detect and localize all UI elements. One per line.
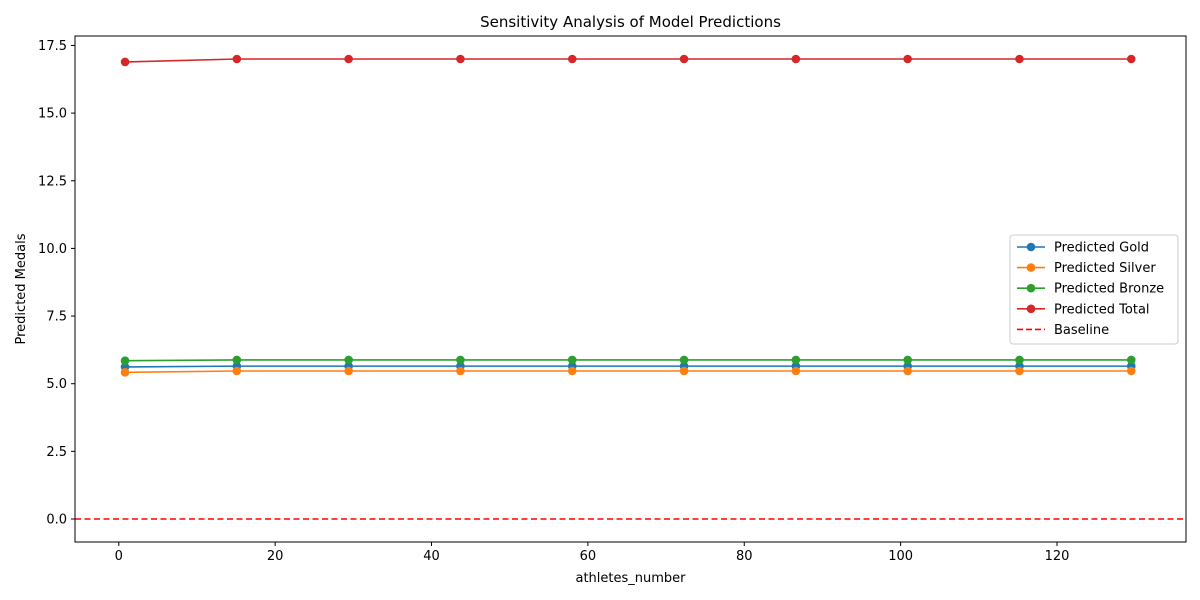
data-point	[344, 54, 353, 64]
data-point	[567, 366, 577, 376]
legend-marker	[1026, 304, 1036, 314]
x-tick-label: 20	[267, 549, 284, 564]
data-point	[903, 355, 912, 365]
series-line-predicted-silver	[125, 370, 1132, 374]
legend-label: Predicted Gold	[1054, 241, 1149, 256]
y-tick-label: 5.0	[46, 377, 67, 392]
data-point	[903, 366, 912, 376]
legend-label: Predicted Silver	[1054, 261, 1156, 276]
legend: Predicted Gold Predicted Silver Predicted …	[1009, 234, 1179, 345]
x-tick-label: 80	[736, 549, 753, 564]
y-tick-label: 10.0	[38, 242, 67, 257]
data-point	[1126, 366, 1136, 376]
data-point	[344, 366, 353, 376]
x-tick-label: 120	[1045, 549, 1070, 564]
data-point	[344, 355, 353, 365]
plot-frame	[74, 35, 1187, 543]
x-tick-label: 40	[423, 549, 440, 564]
y-tick-label: 12.5	[38, 174, 67, 189]
data-point	[1015, 366, 1024, 376]
x-axis-label: athletes_number	[575, 571, 686, 586]
data-point	[120, 368, 130, 377]
legend-label: Predicted Total	[1054, 302, 1150, 317]
y-axis: 0.0 2.5 5.0 7.5 10.0 12.5 15.0 17.5	[38, 39, 75, 528]
data-point	[791, 366, 801, 376]
data-point	[1015, 54, 1024, 64]
plot-area	[75, 54, 1186, 520]
legend-box	[1009, 234, 1179, 345]
legend-label: Predicted Bronze	[1054, 282, 1164, 297]
legend-marker	[1026, 242, 1036, 252]
y-tick-label: 2.5	[46, 445, 67, 460]
data-point	[1015, 355, 1024, 365]
data-point	[791, 54, 801, 64]
x-tick-label: 0	[115, 549, 123, 564]
series-line-predicted-gold	[125, 365, 1132, 368]
data-point	[1126, 54, 1136, 64]
legend-marker	[1026, 283, 1036, 293]
x-tick-label: 60	[580, 549, 597, 564]
x-axis: 0 20 40 60 80 100 120	[115, 542, 1070, 564]
legend-label: Baseline	[1054, 323, 1109, 338]
legend-marker	[1026, 263, 1036, 272]
series-line-predicted-bronze	[125, 359, 1132, 362]
data-point	[456, 366, 465, 376]
series-line-predicted-total	[125, 58, 1132, 63]
data-point	[679, 355, 689, 365]
x-tick-label: 100	[888, 549, 913, 564]
y-tick-label: 17.5	[38, 39, 67, 54]
data-point	[456, 54, 465, 64]
data-point	[232, 54, 242, 64]
data-point	[679, 54, 689, 64]
data-point	[456, 355, 465, 365]
data-point	[120, 57, 130, 67]
data-point	[120, 356, 130, 366]
y-tick-label: 0.0	[46, 513, 67, 528]
data-point	[567, 54, 577, 64]
y-axis-label: Predicted Medals	[14, 233, 29, 344]
data-point	[791, 355, 801, 365]
y-tick-label: 15.0	[38, 107, 67, 122]
data-point	[232, 366, 242, 376]
data-point	[903, 54, 912, 64]
chart-title: Sensitivity Analysis of Model Prediction…	[480, 13, 781, 31]
data-point	[567, 355, 577, 365]
data-point	[1126, 355, 1136, 365]
data-point	[679, 366, 689, 376]
y-tick-label: 7.5	[46, 310, 67, 325]
data-point	[232, 355, 242, 365]
